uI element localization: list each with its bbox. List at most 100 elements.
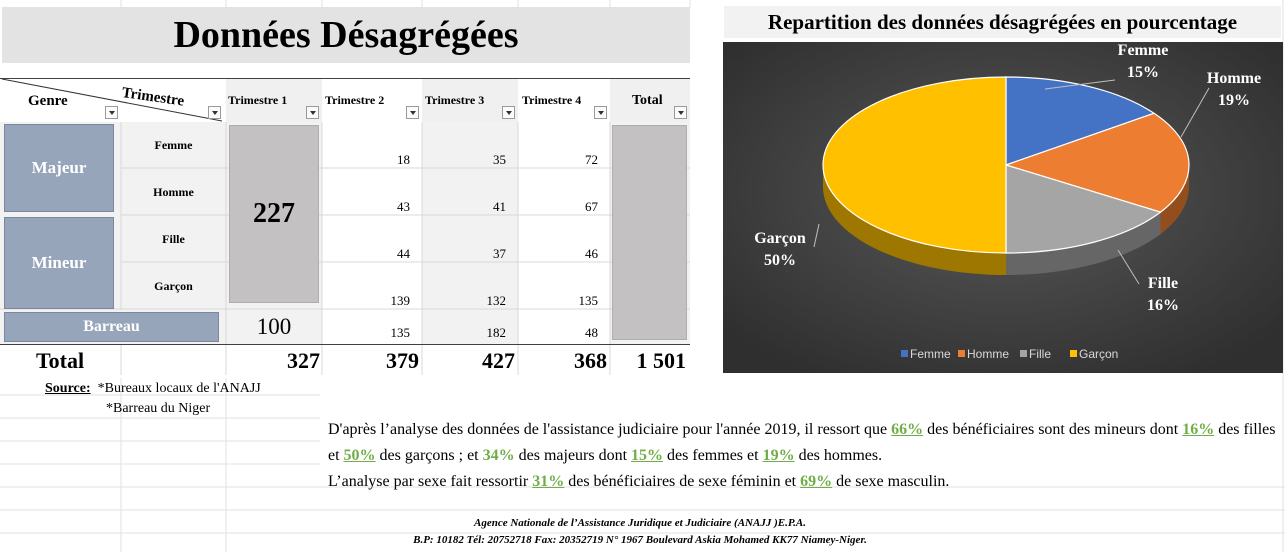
group-mineur: Mineur bbox=[4, 217, 114, 309]
cell-garcon-t4[interactable]: 135 bbox=[578, 293, 599, 308]
source-line-1: *Bureaux locaux de l'ANAJJ bbox=[97, 381, 261, 396]
pct-femmes: 15% bbox=[631, 447, 664, 464]
cell-homme-t2[interactable]: 43 bbox=[397, 199, 410, 214]
data-label-name-fille: Fille bbox=[1148, 275, 1178, 292]
col-header-label: Total bbox=[632, 93, 663, 108]
analysis-text: L’analyse par sexe fait ressortir bbox=[328, 473, 533, 490]
row-label-total: Total bbox=[36, 348, 85, 373]
analysis-text: des hommes. bbox=[794, 447, 883, 464]
total-row-lines bbox=[120, 345, 611, 375]
analysis-text: des femmes et bbox=[663, 447, 763, 464]
cell-garcon-t2[interactable]: 139 bbox=[390, 293, 411, 308]
pie-leader-lines bbox=[813, 79, 1210, 285]
data-table: Genre Trimestre Trimestre 1 Trimestre 2 … bbox=[0, 78, 692, 378]
cell-garcon-t3[interactable]: 132 bbox=[486, 293, 507, 308]
corner-diagonal bbox=[1, 79, 223, 122]
cell-fille-t4[interactable]: 46 bbox=[585, 246, 598, 261]
trimestre-4-filter-button[interactable] bbox=[594, 106, 607, 119]
leader-line-garcon bbox=[813, 223, 820, 248]
genre-filter-button[interactable] bbox=[105, 106, 118, 119]
analysis-text: des bénéficiaires de sexe féminin et bbox=[564, 473, 801, 490]
cell-barreau-t3[interactable]: 182 bbox=[486, 325, 507, 340]
analysis-text: des filles et bbox=[328, 421, 1276, 464]
pie-slice-homme[interactable] bbox=[1004, 112, 1190, 213]
legend-label-homme: Homme bbox=[967, 347, 1009, 361]
pct-majeurs: 34% bbox=[482, 447, 515, 464]
source-note: Source: *Bureaux locaux de l'ANAJJ *Barr… bbox=[45, 379, 261, 419]
cell-femme-t2[interactable]: 18 bbox=[397, 152, 410, 167]
cell-homme-t3[interactable]: 41 bbox=[493, 199, 506, 214]
cell-femme-t4[interactable]: 72 bbox=[585, 152, 598, 167]
data-label-value-femme: 15% bbox=[1127, 64, 1159, 81]
total-filter-button[interactable] bbox=[674, 106, 687, 119]
analysis-text: des bénéficiaires sont des mineurs dont bbox=[923, 421, 1183, 438]
legend-swatch-femme bbox=[901, 350, 908, 357]
pct-garcons: 50% bbox=[343, 447, 376, 464]
pie-slice-fille[interactable] bbox=[1005, 164, 1162, 254]
col-4-bg bbox=[518, 122, 610, 344]
pct-masculin: 69% bbox=[800, 473, 833, 490]
leader-line-homme bbox=[1180, 87, 1210, 138]
data-label-name-homme: Homme bbox=[1207, 70, 1261, 87]
cell-total-t1[interactable]: 327 bbox=[287, 348, 320, 373]
legend-label-femme: Femme bbox=[910, 347, 951, 361]
footer-line-1: Agence Nationale de l’Assistance Juridiq… bbox=[474, 517, 806, 529]
cell-total-t2[interactable]: 379 bbox=[386, 348, 419, 373]
legend-swatch-homme bbox=[958, 350, 965, 357]
data-label-value-homme: 19% bbox=[1218, 92, 1250, 109]
col-header-label: Trimestre 3 bbox=[425, 93, 485, 107]
data-label-value-garcon: 50% bbox=[764, 252, 796, 269]
corner-header: Genre Trimestre bbox=[0, 79, 226, 122]
pie-data-labels: Femme 15% Homme 19% Fille 16% Garçon 50% bbox=[754, 42, 1261, 314]
data-label-value-fille: 16% bbox=[1147, 297, 1179, 314]
cell-homme-t4[interactable]: 67 bbox=[585, 199, 598, 214]
cell-barreau-t1[interactable]: 100 bbox=[256, 314, 292, 339]
col-header-label: Trimestre 2 bbox=[325, 93, 385, 107]
trimestre-1-merged-cell[interactable]: 227 bbox=[229, 125, 319, 303]
analysis-text: des garçons ; et bbox=[375, 447, 483, 464]
pie-slice-garcon[interactable] bbox=[822, 76, 1007, 254]
data-label-name-garcon: Garçon bbox=[754, 230, 806, 247]
cell-total-t3[interactable]: 427 bbox=[482, 348, 515, 373]
col-2-bg bbox=[322, 122, 422, 344]
group-majeur: Majeur bbox=[4, 124, 114, 212]
table-row-lines bbox=[0, 122, 690, 344]
cell-femme-t3[interactable]: 35 bbox=[493, 152, 506, 167]
data-label-name-femme: Femme bbox=[1118, 42, 1169, 59]
col-header-total: Total bbox=[610, 79, 690, 122]
cell-fille-t2[interactable]: 44 bbox=[397, 246, 410, 261]
trimestre-3-filter-button[interactable] bbox=[502, 106, 515, 119]
leader-line-femme bbox=[1044, 79, 1116, 90]
pct-feminin: 31% bbox=[532, 473, 565, 490]
cell-fille-t3[interactable]: 37 bbox=[493, 246, 506, 261]
row-label-homme: Homme bbox=[153, 184, 194, 199]
pie-slice-femme[interactable] bbox=[1005, 76, 1156, 166]
analysis-text: D'après l’analyse des données de l'assis… bbox=[328, 421, 892, 438]
pct-hommes: 19% bbox=[762, 447, 795, 464]
row-label-garcon: Garçon bbox=[154, 278, 193, 293]
cell-total-grand[interactable]: 1 501 bbox=[636, 348, 687, 373]
legend-label-garcon: Garçon bbox=[1079, 347, 1118, 361]
page-footer: Agence Nationale de l’Assistance Juridiq… bbox=[300, 515, 980, 549]
col-header-trimestre-3: Trimestre 3 bbox=[422, 79, 518, 122]
cell-total-t4[interactable]: 368 bbox=[574, 348, 607, 373]
legend-swatch-garcon bbox=[1070, 350, 1077, 357]
cell-barreau-t4[interactable]: 48 bbox=[585, 325, 598, 340]
table-top-border bbox=[0, 78, 690, 79]
pie-side-garcon bbox=[823, 165, 1006, 275]
col-header-trimestre-1: Trimestre 1 bbox=[226, 79, 322, 122]
total-merged-cell[interactable] bbox=[612, 125, 687, 340]
pct-mineurs: 66% bbox=[891, 421, 924, 438]
analysis-paragraph: D'après l’analyse des données de l'assis… bbox=[328, 417, 1283, 495]
pct-filles: 16% bbox=[1182, 421, 1215, 438]
trimestre-2-filter-button[interactable] bbox=[406, 106, 419, 119]
col-header-label: Trimestre 4 bbox=[522, 93, 582, 107]
pie-chart-svg: Femme 15% Homme 19% Fille 16% Garçon 50% Femme H… bbox=[723, 42, 1283, 373]
pie-chart[interactable]: Femme 15% Homme 19% Fille 16% Garçon 50% Femme H… bbox=[723, 42, 1283, 373]
row-label-fille: Fille bbox=[162, 231, 185, 246]
cell-barreau-t2[interactable]: 135 bbox=[390, 325, 411, 340]
trimestre-1-filter-button[interactable] bbox=[306, 106, 319, 119]
row-label-femme: Femme bbox=[154, 137, 193, 152]
source-label: Source: bbox=[45, 381, 91, 396]
trimestre-filter-button[interactable] bbox=[208, 106, 221, 119]
